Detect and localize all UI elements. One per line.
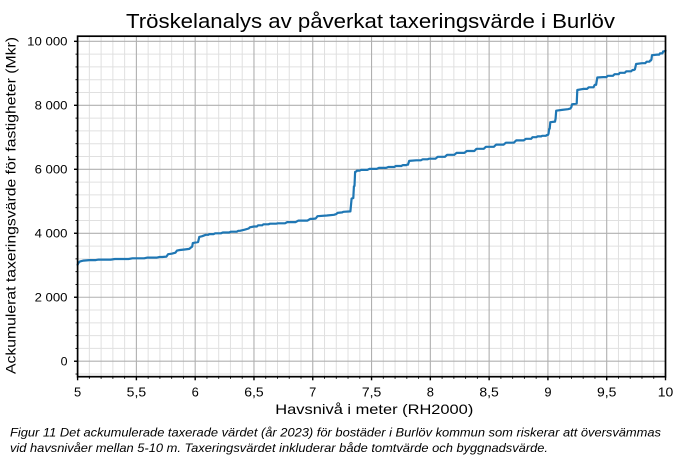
svg-text:8 000: 8 000: [35, 99, 68, 113]
svg-text:Figur 11 Det ackumulerade taxe: Figur 11 Det ackumulerade taxerade värde…: [10, 425, 661, 439]
svg-text:7: 7: [309, 385, 316, 400]
svg-text:2 000: 2 000: [35, 291, 68, 305]
svg-text:6: 6: [192, 385, 199, 400]
svg-text:4 000: 4 000: [35, 227, 68, 241]
svg-text:7,5: 7,5: [362, 385, 381, 400]
svg-text:8,5: 8,5: [479, 385, 498, 400]
svg-text:8: 8: [427, 385, 434, 400]
svg-text:5,5: 5,5: [127, 385, 146, 400]
svg-text:5: 5: [74, 385, 81, 400]
svg-text:10 000: 10 000: [27, 35, 67, 49]
svg-text:Tröskelanalys av påverkat taxe: Tröskelanalys av påverkat taxeringsvärde…: [126, 11, 615, 33]
svg-text:0: 0: [61, 355, 68, 369]
svg-text:6 000: 6 000: [35, 163, 68, 177]
svg-text:10: 10: [658, 385, 674, 400]
svg-text:9: 9: [544, 385, 551, 400]
svg-text:vid havsnivåer mellan 5-10 m.: vid havsnivåer mellan 5-10 m. Taxeringsv…: [10, 441, 548, 455]
svg-text:9,5: 9,5: [597, 385, 616, 400]
svg-text:Havsnivå i meter (RH2000): Havsnivå i meter (RH2000): [275, 401, 473, 417]
svg-text:6,5: 6,5: [244, 385, 263, 400]
svg-text:Ackumulerat taxeringsvärde för: Ackumulerat taxeringsvärde för fastighet…: [3, 37, 19, 374]
